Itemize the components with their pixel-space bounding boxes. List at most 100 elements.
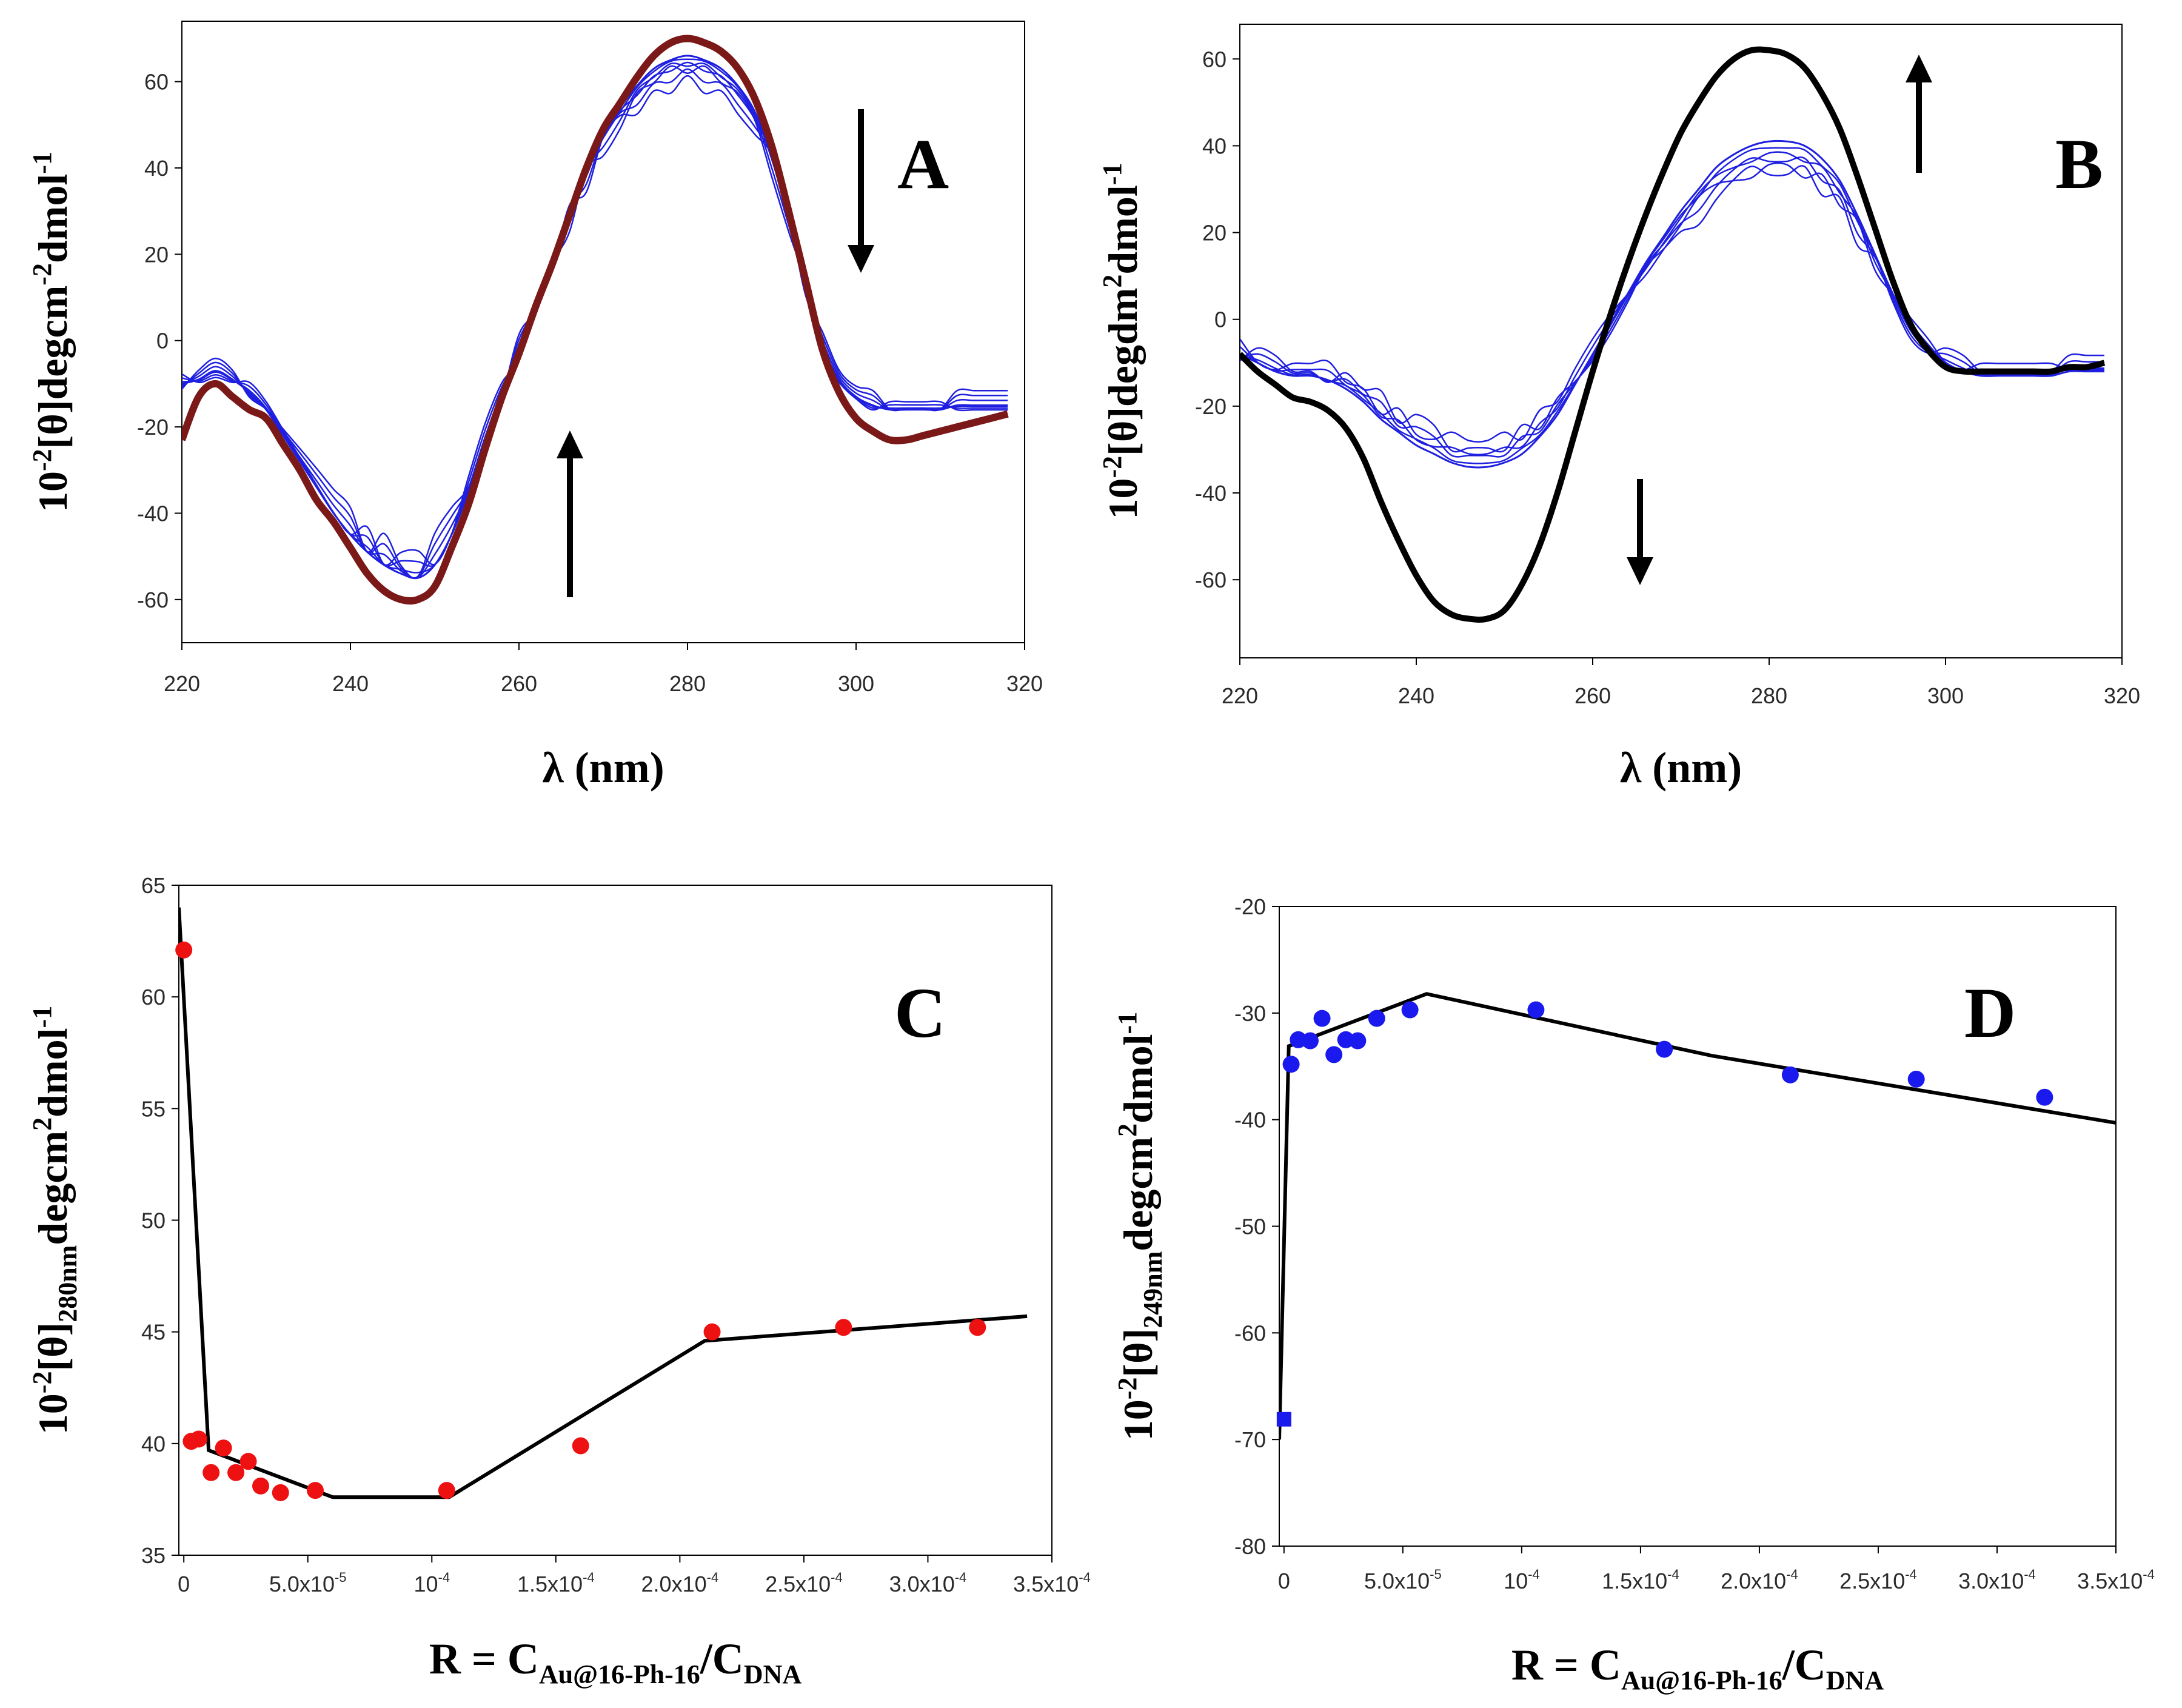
x-axis-label: λ (nm) [1620,743,1742,792]
x-tick-label: 1.5x10-4 [517,1570,595,1596]
y-tick-label: -80 [1234,1534,1266,1559]
y-label-exp3: -1 [27,1006,57,1028]
y-label-sub: 249nm [1138,1251,1168,1328]
y-tick-label: -50 [1234,1214,1266,1239]
x-tick-exponent: -4 [831,1570,843,1585]
data-point [703,1323,721,1341]
y-tick-label: -40 [1234,1108,1266,1133]
data-point [227,1464,245,1481]
y-label-mid: [θ] [1115,1328,1161,1378]
x-label-main: R = C [429,1635,539,1683]
plot-frame [181,21,1025,643]
x-tick-exponent: -4 [1905,1567,1917,1582]
y-label-exp3: -1 [1097,163,1127,186]
y-label-exp: -2 [1097,456,1127,478]
plot-content [1279,992,2116,1440]
data-point [1276,1412,1291,1427]
y-tick-label: 0 [1214,307,1227,332]
x-tick-exponent: -4 [1786,1567,1798,1582]
plot-frame [1239,24,2123,658]
x-tick-label: 260 [501,671,537,696]
x-tick-mantissa: 5.0x10 [269,1572,335,1596]
y-axis-label: 10-2[θ]280nmdegcm2dmol-1 [27,1006,82,1435]
y-label-exp: -2 [27,449,57,471]
data-point [1781,1066,1799,1083]
data-point [438,1482,455,1499]
plot-content [1240,46,2106,623]
y-tick-label: 55 [141,1096,166,1121]
data-point [1401,1001,1419,1019]
y-label-mid2: degcm [1115,1137,1161,1251]
data-point [2036,1088,2053,1106]
arrow-up-B-head [1906,55,1932,82]
x-axis-label: λ (nm) [542,743,664,792]
x-tick-exponent: -4 [707,1570,719,1585]
x-tick-exponent: -4 [583,1570,595,1585]
x-tick-label: 220 [1222,683,1258,708]
x-label-sub2: DNA [1826,1666,1884,1695]
x-tick-exponent: -4 [1667,1567,1679,1582]
y-axis-label: 10-2[θ]249nmdegcm2dmol-1 [1113,1012,1168,1441]
series-line-dna [182,35,1009,605]
x-tick-label: 2.5x10-4 [765,1570,843,1596]
series-line-titration [1240,156,2104,458]
y-tick-label: 20 [144,242,169,267]
series-line-titration [1240,140,2104,469]
x-label-sub1: Au@16-Ph-16 [1621,1666,1782,1695]
y-label-mid3: dmol [30,1028,76,1117]
x-tick-label: 3.0x10-4 [889,1570,967,1596]
data-point [202,1464,220,1481]
y-tick-label: 40 [1202,133,1227,158]
series-line-titration [182,58,1008,574]
y-label-mid2: dmol [30,174,76,263]
x-tick-label: 3.0x10-4 [1958,1567,2036,1593]
x-tick-mantissa: 2.0x10 [1721,1569,1786,1593]
y-axis-label: 10-2[θ]degdm2dmol-1 [1097,163,1146,520]
y-label-exp2: 2 [27,1117,57,1131]
x-tick-exponent: -4 [2024,1567,2036,1582]
x-tick-label: 280 [669,671,706,696]
panel-B: -60 -40 -20 0 20 40 60 220 240 260 280 300 320 λ (nm)… [1097,24,2140,792]
x-tick-label: 3.5x10-4 [2077,1567,2155,1593]
x-tick-exponent: -5 [1430,1567,1442,1582]
y-label-prefix: 10 [30,471,76,512]
x-tick-label: 240 [1398,683,1434,708]
plot-content [182,35,1009,605]
y-label-exp: -2 [27,1371,57,1394]
x-label-main: R = C [1511,1641,1621,1689]
data-point [1301,1032,1319,1050]
arrow-down-A-head [848,245,874,273]
data-point [215,1439,232,1457]
series-line-titration [182,55,1008,579]
data-point [1349,1032,1367,1050]
y-tick-label: 50 [141,1208,166,1233]
data-point [1907,1070,1925,1088]
data-point [272,1484,289,1501]
y-label-prefix: 10 [30,1393,76,1435]
x-tick-label: 5.0x10-5 [1364,1567,1442,1593]
y-tick-label: -60 [1195,568,1227,592]
y-tick-label: -60 [137,588,169,612]
y-tick-label: -20 [1234,894,1266,919]
x-tick-label: 0 [1278,1569,1290,1593]
x-tick-label: 240 [332,671,369,696]
panel-D: -80-70-60-50-40-30-200 5.0x10-5 10-4 1.5x10… [1113,894,2155,1695]
y-tick-label: 20 [1202,221,1227,246]
x-axis-label: R = CAu@16-Ph-16/CDNA [429,1635,802,1689]
x-label-sub1: Au@16-Ph-16 [539,1659,700,1689]
y-label-exp3: -1 [27,152,57,174]
x-label-sub2: DNA [744,1659,802,1689]
x-tick-label: 320 [1006,671,1043,696]
y-label-exp3: -1 [1113,1012,1142,1034]
x-tick-label: 280 [1751,683,1787,708]
y-tick-label: 40 [144,156,169,181]
panel-A: -60 -40 -20 0 20 40 60 220 240 260 280 300 320 λ (nm)… [27,21,1043,792]
series-line-titration [1240,147,2104,464]
data-point [190,1430,207,1448]
y-tick-label: 60 [144,70,169,95]
data-point [1325,1046,1343,1063]
data-point [307,1482,324,1499]
y-axis-label: 10-2[θ]degcm-2dmol-1 [27,152,76,512]
